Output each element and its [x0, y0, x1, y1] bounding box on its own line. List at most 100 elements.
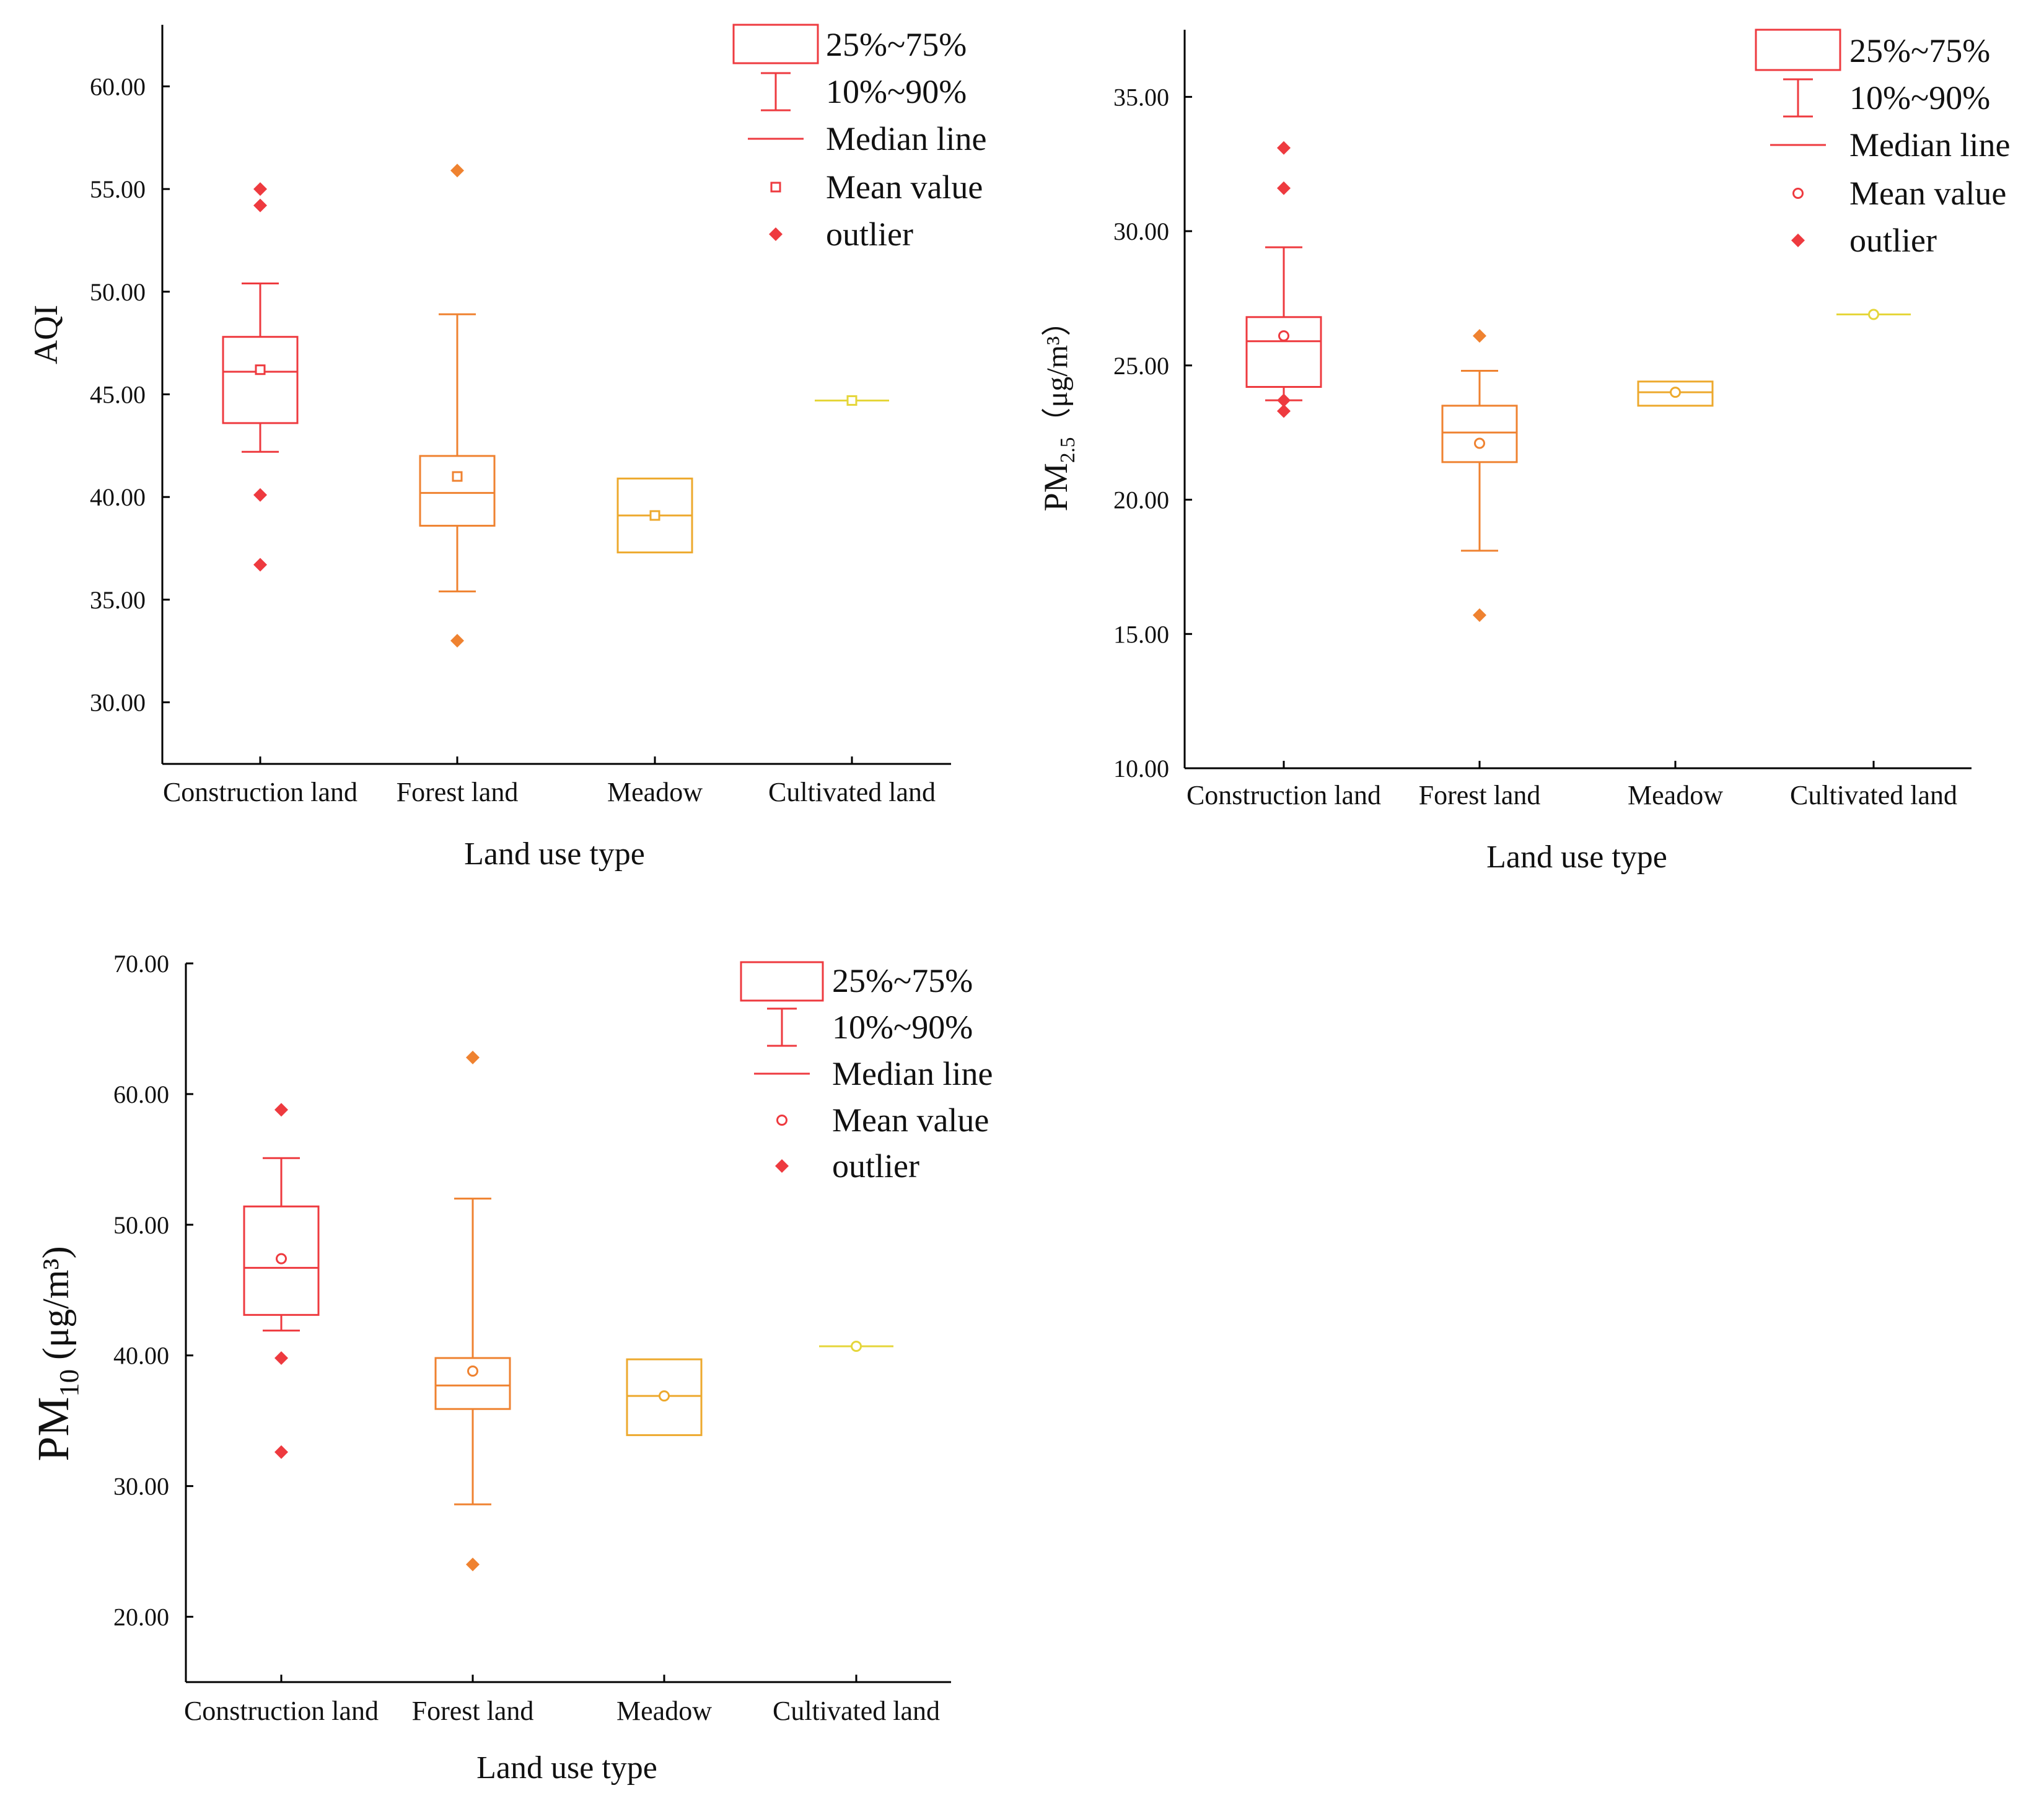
outlier-point [1277, 393, 1291, 408]
series-forest [434, 1050, 511, 1572]
x-tick-label: Construction land [184, 1696, 379, 1726]
series-cultivated [1836, 309, 1911, 320]
outlier-point [450, 164, 464, 178]
x-tick-label: Forest land [1419, 780, 1541, 810]
y-axis-title-main: PM [1037, 463, 1074, 511]
legend-box-swatch [1755, 28, 1841, 71]
iqr-box [222, 336, 299, 424]
outlier-point [466, 1558, 480, 1572]
y-tick-label: 55.00 [90, 175, 146, 203]
mean-marker [649, 510, 660, 521]
x-tick-label: Cultivated land [1790, 780, 1957, 810]
legend-label: Mean value [1849, 175, 2006, 212]
x-tick-label: Meadow [616, 1696, 712, 1726]
legend-label: 10%~90% [1849, 79, 1990, 116]
outlier-point [274, 1351, 288, 1365]
series-construction [222, 182, 299, 572]
outlier-point [1473, 329, 1486, 343]
mean-marker [452, 471, 463, 482]
y-axis-title: AQI [27, 305, 64, 364]
x-axis-title: Land use type [1486, 839, 1667, 875]
y-axis-title-unit: (μg/m³) [35, 1246, 76, 1369]
mean-marker [846, 395, 858, 406]
legend: 25%~75% 10%~90% Median line Mean value outli… [740, 961, 993, 1185]
legend-label: Median line [826, 120, 986, 157]
y-tick-label: 50.00 [90, 278, 146, 306]
mean-marker [1670, 387, 1681, 398]
x-tick-label: Forest land [412, 1696, 534, 1726]
mean-marker [1278, 330, 1289, 342]
y-tick-label: 10.00 [1113, 755, 1169, 782]
y-axis-title-sub: 10 [53, 1369, 84, 1397]
iqr-box [419, 455, 496, 527]
mean-marker [1474, 437, 1485, 449]
y-axis-title: PM2.5（μg/m³） [1037, 307, 1079, 512]
iqr-box [243, 1205, 320, 1316]
outlier-point [1473, 608, 1486, 622]
legend: 25%~75% 10%~90% Median line Mean value outli… [1755, 28, 2010, 259]
series-forest [419, 164, 496, 648]
legend-mean-swatch [776, 1115, 787, 1126]
series-construction [243, 1103, 320, 1459]
outlier-point [253, 182, 267, 196]
series-cultivated [815, 395, 889, 406]
legend: 25%~75% 10%~90% Median line Mean value outli… [732, 24, 986, 253]
outlier-point [274, 1103, 288, 1117]
legend-label: Median line [832, 1055, 993, 1092]
y-tick-label: 30.00 [113, 1473, 169, 1501]
legend-mean-swatch [770, 182, 781, 193]
legend-outlier-swatch [775, 1159, 789, 1173]
x-tick-label: Construction land [1186, 780, 1381, 810]
iqr-box [1637, 380, 1714, 407]
y-tick-label: 45.00 [90, 381, 146, 409]
outlier-point [1277, 141, 1291, 155]
x-tick-label: Cultivated land [773, 1696, 940, 1726]
outlier-point [450, 634, 464, 648]
y-tick-label: 60.00 [90, 72, 146, 100]
legend-label: outlier [826, 216, 913, 253]
chart-pm25: 10.00 15.00 20.00 25.00 30.00 35.00 Constructi… [1037, 28, 2010, 875]
series-cultivated [819, 1340, 893, 1352]
x-axis-title: Land use type [476, 1750, 657, 1786]
y-tick-label: 70.00 [113, 950, 169, 978]
y-tick-label: 35.00 [90, 586, 146, 614]
legend-label: Median line [1849, 126, 2010, 164]
legend-box-swatch [740, 961, 824, 1002]
mean-marker [659, 1390, 670, 1402]
legend-outlier-swatch [1791, 234, 1805, 247]
legend-label: outlier [1849, 222, 1937, 259]
y-axis-title-unit: （μg/m³） [1041, 307, 1074, 437]
x-tick-label: Forest land [397, 777, 519, 807]
legend-label: Mean value [826, 169, 983, 206]
y-tick-label: 20.00 [113, 1603, 169, 1631]
legend-label: 25%~75% [832, 962, 973, 999]
y-axis-title-main: PM [29, 1397, 78, 1462]
outlier-point [253, 558, 267, 572]
mean-marker [276, 1253, 287, 1265]
y-tick-label: 40.00 [90, 483, 146, 511]
series-forest [1441, 329, 1518, 622]
y-axis-title-sub: 2.5 [1056, 437, 1079, 463]
iqr-box [1441, 405, 1518, 463]
y-tick-label: 25.00 [1113, 352, 1169, 380]
x-tick-label: Cultivated land [768, 777, 936, 807]
legend-label: 10%~90% [832, 1009, 973, 1046]
x-tick-label: Meadow [607, 777, 703, 807]
mean-marker [1868, 309, 1879, 320]
chart-aqi: 30.00 35.00 40.00 45.00 50.00 55.00 60.00 Const… [27, 24, 986, 872]
legend-label: outlier [832, 1147, 919, 1185]
mean-marker [255, 364, 266, 375]
y-tick-label: 30.00 [90, 689, 146, 717]
x-axis-title: Land use type [464, 836, 645, 872]
y-tick-label: 40.00 [113, 1342, 169, 1370]
legend-box-swatch [732, 24, 819, 64]
mean-marker [467, 1365, 478, 1377]
legend-label: 25%~75% [826, 26, 967, 63]
mean-marker [851, 1340, 862, 1352]
legend-label: Mean value [832, 1102, 989, 1139]
series-meadow [626, 1358, 703, 1436]
y-tick-label: 50.00 [113, 1211, 169, 1239]
series-meadow [1637, 380, 1714, 407]
iqr-box [626, 1358, 703, 1436]
series-meadow [616, 477, 693, 554]
